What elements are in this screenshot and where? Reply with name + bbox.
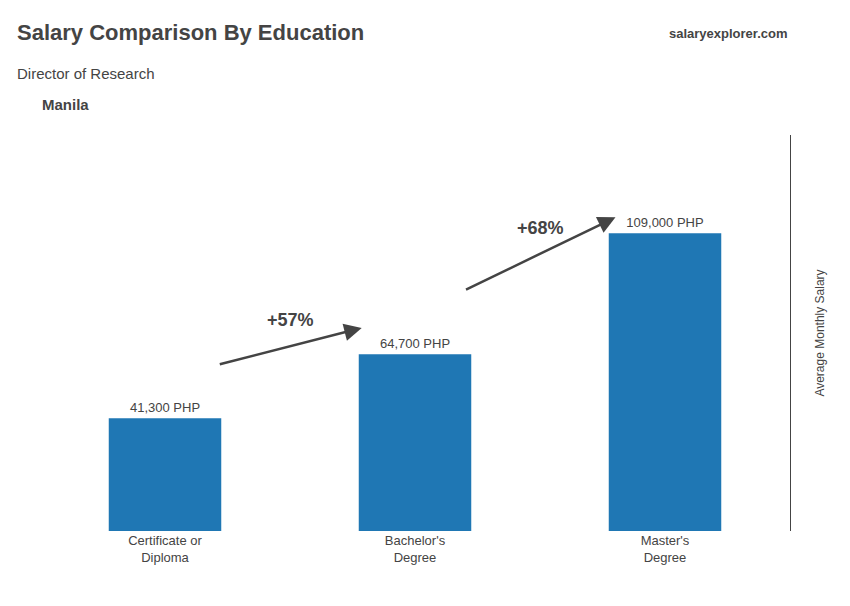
svg-text:+68%: +68% [517, 218, 564, 238]
svg-text:salaryexplorer.com: salaryexplorer.com [669, 26, 788, 41]
svg-text:Manila: Manila [42, 96, 89, 113]
svg-text:Bachelor'sDegree: Bachelor'sDegree [385, 533, 446, 565]
svg-text:Certificate orDiploma: Certificate orDiploma [128, 533, 202, 565]
svg-text:Salary Comparison By Education: Salary Comparison By Education [17, 20, 364, 45]
svg-text:Average Monthly Salary: Average Monthly Salary [813, 269, 827, 396]
svg-text:41,300 PHP: 41,300 PHP [130, 400, 200, 415]
svg-text:Master'sDegree: Master'sDegree [641, 533, 690, 565]
svg-text:Director of Research: Director of Research [17, 65, 155, 82]
svg-text:64,700 PHP: 64,700 PHP [380, 336, 450, 351]
svg-text:109,000 PHP: 109,000 PHP [626, 215, 703, 230]
svg-text:+57%: +57% [267, 310, 314, 330]
